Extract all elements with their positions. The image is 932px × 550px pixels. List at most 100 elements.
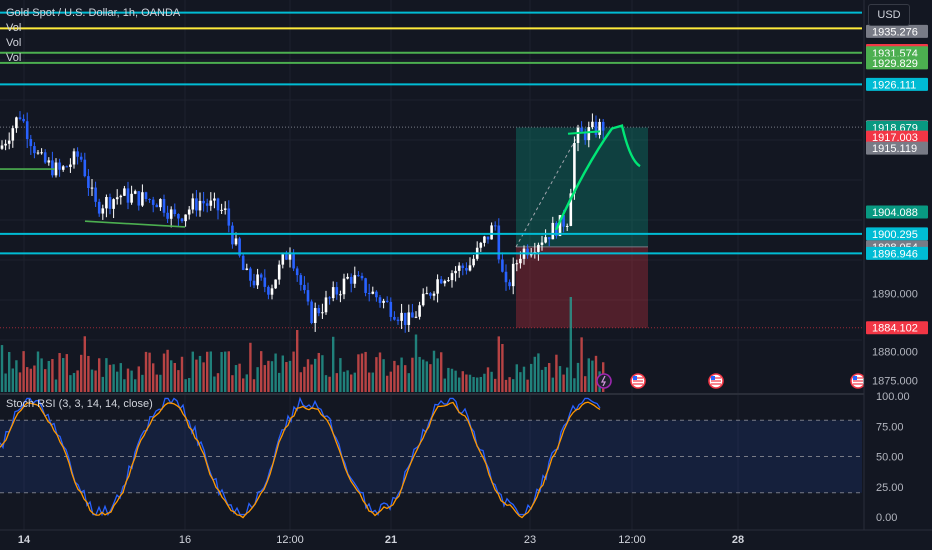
candle-body [285, 254, 288, 260]
candle-body [180, 218, 184, 222]
candle-body [79, 156, 83, 160]
volume-bar [123, 379, 126, 392]
volume-bar [188, 377, 191, 392]
candle-body [479, 242, 483, 248]
candle-body [403, 312, 407, 325]
candle-body [162, 199, 166, 213]
candle-body [421, 293, 425, 306]
volume-bar [317, 352, 320, 392]
volume-bar [36, 351, 40, 392]
candle-body [465, 268, 468, 271]
candle-body [544, 237, 547, 243]
volume-bar [486, 367, 490, 392]
candle-body [177, 214, 180, 219]
volume-bar [90, 369, 94, 392]
stoch-rsi-title[interactable]: Stoch RSI (3, 3, 14, 14, close) [6, 398, 153, 410]
price-label-text: 1915.119 [872, 143, 917, 155]
candle-body [54, 162, 58, 176]
volume-bar [562, 374, 565, 392]
candle-body [274, 279, 277, 289]
volume-bar [580, 337, 583, 392]
volume-bar [270, 361, 274, 392]
volume-bar [170, 360, 173, 392]
candle-body [47, 160, 51, 163]
rsi-tick-label: 25.00 [876, 482, 904, 494]
candle-body [0, 145, 4, 149]
volume-bar [267, 360, 270, 392]
currency-button[interactable]: USD [868, 4, 910, 26]
candle-body [281, 254, 285, 265]
volume-bar [231, 375, 234, 392]
candle-body [443, 280, 447, 284]
volume-bar [234, 365, 238, 392]
volume-bar [429, 364, 432, 392]
candle-body [364, 278, 367, 293]
volume-overlay-label-3[interactable]: Vol [6, 52, 22, 64]
volume-bar [72, 372, 76, 392]
volume-bar [105, 358, 108, 392]
price-label-badge: 1926.111 [866, 77, 928, 91]
candle-body [335, 287, 339, 295]
candle-body [58, 162, 61, 170]
candle-body [94, 187, 97, 202]
rsi-tick-label: 100.00 [876, 391, 910, 403]
volume-bar [494, 378, 497, 392]
candle-body [11, 128, 15, 141]
volume-bar [432, 350, 436, 392]
volume-bar [11, 368, 14, 392]
candle-body [18, 117, 22, 119]
candle-body [378, 297, 382, 303]
volume-bar [526, 379, 529, 392]
volume-bar [18, 372, 22, 392]
volume-bar [260, 351, 263, 392]
volume-bar [112, 364, 115, 392]
candle-body [252, 280, 256, 286]
volume-overlay-label-2[interactable]: Vol [6, 37, 22, 49]
rsi-tick-label: 0.00 [876, 512, 897, 524]
candle-body [267, 286, 270, 295]
candle-body [112, 199, 115, 209]
candle-body [29, 139, 33, 147]
candle-body [216, 198, 220, 211]
volume-bar [195, 359, 198, 392]
candle-body [483, 236, 486, 243]
candle-body [562, 215, 565, 227]
candle-body [173, 209, 177, 215]
rsi-tick-label: 75.00 [876, 421, 904, 433]
candle-body [220, 209, 223, 211]
lightning-icon [596, 373, 612, 389]
candle-body [508, 282, 511, 287]
candle-body [591, 121, 594, 128]
candle-body [385, 300, 389, 302]
volume-bar [576, 362, 580, 392]
volume-bar [533, 356, 536, 392]
volume-bar [328, 376, 331, 392]
time-tick-label: 14 [18, 534, 31, 546]
candle-body [382, 300, 385, 303]
price-tick-label: 1875.000 [872, 375, 918, 387]
candle-body [493, 225, 497, 227]
candle-body [558, 215, 562, 236]
candle-body [126, 188, 130, 203]
volume-bar [134, 379, 137, 392]
candle-body [169, 209, 173, 219]
volume-bar [357, 354, 360, 392]
volume-bar [108, 364, 112, 392]
price-tick-label: 1880.000 [872, 346, 918, 358]
candle-body [40, 152, 43, 154]
volume-bar [4, 373, 7, 392]
candle-body [393, 316, 396, 320]
candle-body [69, 164, 72, 167]
time-tick-label: 28 [732, 534, 744, 546]
price-label-badge: 1915.119 [866, 141, 928, 155]
volume-bar [447, 367, 450, 392]
volume-bar [324, 375, 328, 392]
candle-body [101, 208, 105, 214]
volume-overlay-label-1[interactable]: Vol [6, 22, 22, 34]
candle-body [425, 293, 429, 295]
volume-bar [263, 365, 266, 392]
candle-body [97, 201, 101, 214]
symbol-title[interactable]: Gold Spot / U.S. Dollar, 1h, OANDA [6, 7, 181, 19]
